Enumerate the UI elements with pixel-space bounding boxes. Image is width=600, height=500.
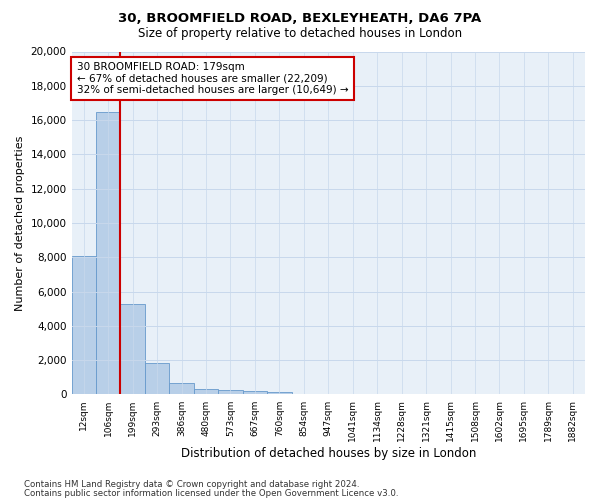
Bar — [145, 362, 169, 394]
Bar — [267, 392, 292, 394]
Text: Contains HM Land Registry data © Crown copyright and database right 2024.: Contains HM Land Registry data © Crown c… — [24, 480, 359, 489]
Y-axis label: Number of detached properties: Number of detached properties — [15, 136, 25, 310]
Bar — [96, 112, 121, 395]
Text: 30 BROOMFIELD ROAD: 179sqm
← 67% of detached houses are smaller (22,209)
32% of : 30 BROOMFIELD ROAD: 179sqm ← 67% of deta… — [77, 62, 349, 95]
Text: Contains public sector information licensed under the Open Government Licence v3: Contains public sector information licen… — [24, 490, 398, 498]
Bar — [121, 304, 145, 394]
X-axis label: Distribution of detached houses by size in London: Distribution of detached houses by size … — [181, 447, 476, 460]
Text: 30, BROOMFIELD ROAD, BEXLEYHEATH, DA6 7PA: 30, BROOMFIELD ROAD, BEXLEYHEATH, DA6 7P… — [118, 12, 482, 26]
Bar — [169, 383, 194, 394]
Bar — [242, 391, 267, 394]
Bar — [218, 390, 242, 394]
Bar — [71, 256, 96, 394]
Text: Size of property relative to detached houses in London: Size of property relative to detached ho… — [138, 28, 462, 40]
Bar — [194, 388, 218, 394]
